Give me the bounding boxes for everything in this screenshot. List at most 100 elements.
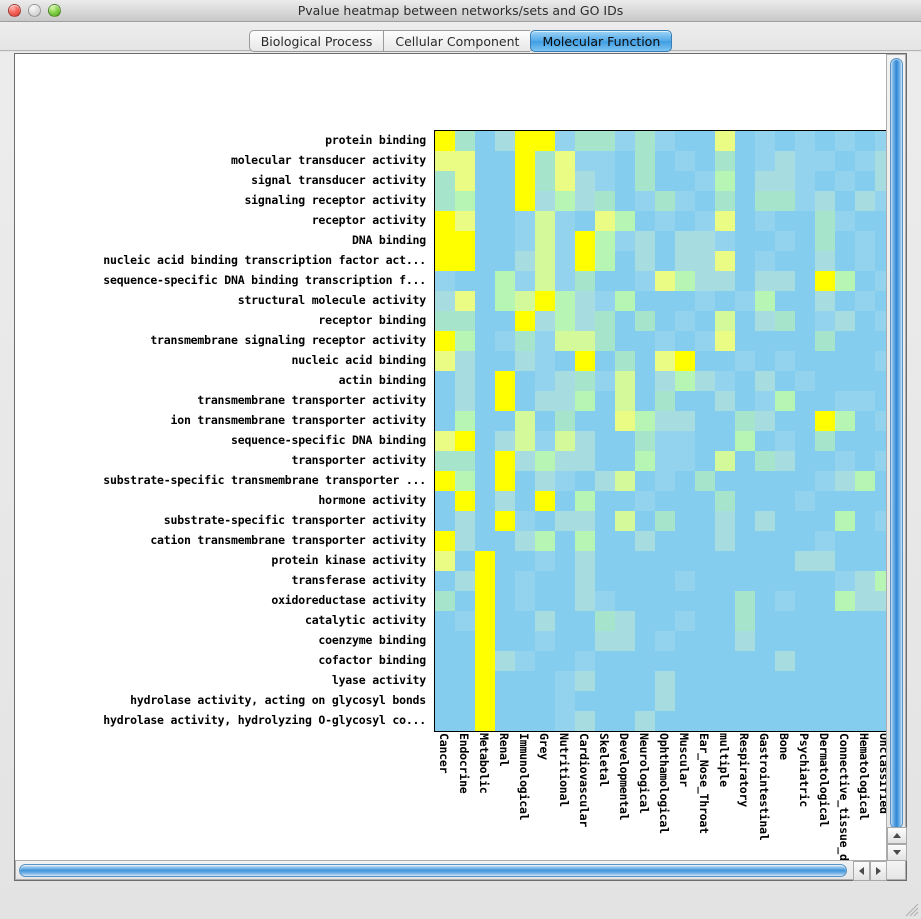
heatmap-cell[interactable] [695,671,715,691]
heatmap-cell[interactable] [615,251,635,271]
vertical-scrollbar-thumb[interactable] [890,58,903,829]
heatmap-cell[interactable] [635,711,655,731]
heatmap-cell[interactable] [755,191,775,211]
heatmap-cell[interactable] [635,671,655,691]
heatmap-cell[interactable] [475,251,495,271]
heatmap-cell[interactable] [535,131,555,151]
heatmap-cell[interactable] [795,391,815,411]
heatmap-cell[interactable] [795,471,815,491]
heatmap-cell[interactable] [535,671,555,691]
heatmap-cell[interactable] [775,171,795,191]
heatmap-cell[interactable] [695,371,715,391]
heatmap-cell[interactable] [675,571,695,591]
heatmap-cell[interactable] [675,251,695,271]
heatmap-cell[interactable] [695,651,715,671]
heatmap-cell[interactable] [655,191,675,211]
heatmap-cell[interactable] [715,431,735,451]
heatmap-cell[interactable] [435,411,455,431]
heatmap-cell[interactable] [755,511,775,531]
heatmap-cell[interactable] [855,351,875,371]
heatmap-cell[interactable] [715,611,735,631]
heatmap-cell[interactable] [735,251,755,271]
heatmap-cell[interactable] [735,171,755,191]
heatmap-cell[interactable] [715,371,735,391]
heatmap-cell[interactable] [875,491,888,511]
heatmap-cell[interactable] [695,151,715,171]
heatmap-cell[interactable] [535,531,555,551]
heatmap-cell[interactable] [675,131,695,151]
heatmap-cell[interactable] [495,131,515,151]
heatmap-cell[interactable] [555,211,575,231]
heatmap-cell[interactable] [775,671,795,691]
heatmap-cell[interactable] [515,671,535,691]
heatmap-cell[interactable] [555,311,575,331]
heatmap-cell[interactable] [855,531,875,551]
heatmap-cell[interactable] [735,511,755,531]
heatmap-cell[interactable] [635,371,655,391]
heatmap-cell[interactable] [495,211,515,231]
resize-grip-icon[interactable] [905,903,919,917]
heatmap-cell[interactable] [495,391,515,411]
heatmap-cell[interactable] [695,631,715,651]
heatmap-cell[interactable] [815,371,835,391]
heatmap-cell[interactable] [855,391,875,411]
heatmap-cell[interactable] [455,631,475,651]
heatmap-cell[interactable] [535,331,555,351]
heatmap-cell[interactable] [515,491,535,511]
heatmap-cell[interactable] [835,131,855,151]
heatmap-cell[interactable] [515,391,535,411]
heatmap-cell[interactable] [675,191,695,211]
heatmap-cell[interactable] [595,371,615,391]
heatmap-cell[interactable] [455,131,475,151]
heatmap-cell[interactable] [855,331,875,351]
heatmap-cell[interactable] [575,291,595,311]
heatmap-cell[interactable] [655,251,675,271]
heatmap-cell[interactable] [795,551,815,571]
heatmap-cell[interactable] [575,271,595,291]
heatmap-cell[interactable] [515,371,535,391]
heatmap-cell[interactable] [855,471,875,491]
heatmap-cell[interactable] [875,451,888,471]
heatmap-cell[interactable] [555,431,575,451]
heatmap-cell[interactable] [555,371,575,391]
heatmap-cell[interactable] [775,211,795,231]
heatmap-cell[interactable] [635,351,655,371]
heatmap-cell[interactable] [835,271,855,291]
heatmap-cell[interactable] [475,451,495,471]
heatmap-cell[interactable] [495,351,515,371]
heatmap-cell[interactable] [555,671,575,691]
heatmap-cell[interactable] [475,691,495,711]
heatmap-cell[interactable] [815,651,835,671]
heatmap-cell[interactable] [835,431,855,451]
heatmap-cell[interactable] [575,251,595,271]
heatmap-cell[interactable] [775,431,795,451]
heatmap-cell[interactable] [815,531,835,551]
vertical-scrollbar[interactable] [886,54,907,862]
heatmap-cell[interactable] [855,211,875,231]
heatmap-cell[interactable] [535,571,555,591]
heatmap-cell[interactable] [875,531,888,551]
heatmap-cell[interactable] [655,211,675,231]
heatmap-cell[interactable] [655,391,675,411]
heatmap-cell[interactable] [435,311,455,331]
heatmap-cell[interactable] [795,451,815,471]
heatmap-cell[interactable] [635,571,655,591]
heatmap-cell[interactable] [695,511,715,531]
heatmap-cell[interactable] [855,491,875,511]
heatmap-cell[interactable] [515,191,535,211]
heatmap-cell[interactable] [815,151,835,171]
heatmap-cell[interactable] [735,411,755,431]
heatmap-cell[interactable] [755,331,775,351]
heatmap-cell[interactable] [515,211,535,231]
heatmap-cell[interactable] [795,231,815,251]
heatmap-cell[interactable] [515,591,535,611]
heatmap-cell[interactable] [495,711,515,731]
heatmap-cell[interactable] [615,651,635,671]
heatmap-cell[interactable] [775,151,795,171]
heatmap-cell[interactable] [615,631,635,651]
heatmap-cell[interactable] [455,371,475,391]
heatmap-cell[interactable] [675,611,695,631]
heatmap-cell[interactable] [875,511,888,531]
heatmap-cell[interactable] [655,451,675,471]
heatmap-cell[interactable] [575,371,595,391]
